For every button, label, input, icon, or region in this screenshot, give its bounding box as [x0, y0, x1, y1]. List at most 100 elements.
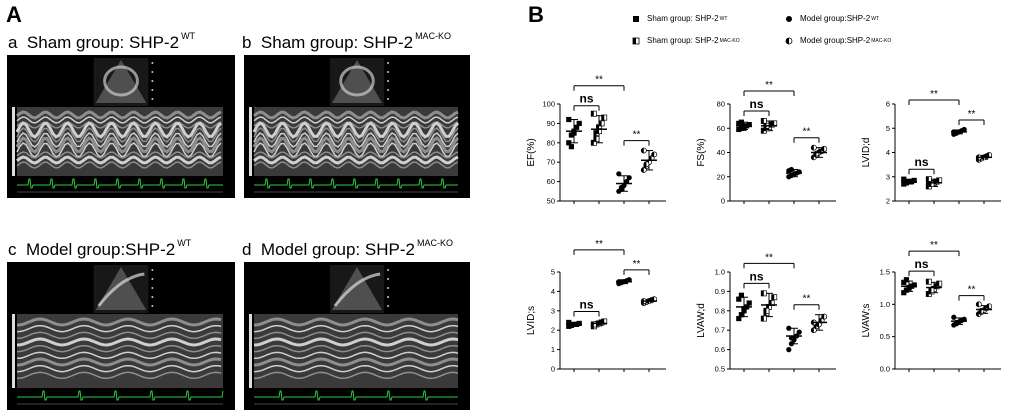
data-point-square: [738, 312, 744, 318]
significance-label: **: [765, 252, 773, 263]
data-point-circle: [788, 341, 794, 347]
subpanel-c-sup: WT: [177, 238, 192, 248]
tissue-band: [253, 317, 459, 327]
tissue-band: [16, 110, 222, 120]
data-point-half-circle-fill: [811, 327, 814, 333]
tissue-band: [16, 324, 222, 333]
data-point-half-square-fill: [771, 120, 775, 126]
tissue-band: [253, 351, 459, 360]
significance-label: **: [765, 80, 773, 91]
heart-cross-section: [103, 65, 139, 97]
y-tick-label: 0.5: [715, 365, 725, 374]
data-point-half-square-fill: [936, 177, 940, 183]
legend-item-sham-wt: Sham group: SHP-2 WT: [632, 14, 727, 23]
data-point-square: [738, 125, 744, 131]
legend-sup: MAC-KO: [719, 37, 740, 44]
y-tick-label: 5: [886, 124, 890, 133]
depth-marker: [151, 296, 154, 298]
depth-marker: [151, 287, 154, 289]
echo-svg-b: [249, 58, 460, 193]
y-axis-label: FS(%): [696, 138, 707, 166]
data-point-square: [576, 320, 582, 327]
y-tick-label: 0.0: [880, 365, 890, 374]
data-point-half-square: [936, 280, 943, 287]
data-point-square: [566, 116, 572, 123]
ecg-trace: [254, 178, 458, 189]
data-point-half-square: [928, 181, 935, 187]
legend-sup: WT: [719, 15, 728, 22]
subpanel-d-sup: MAC-KO: [416, 238, 453, 248]
chart-fs: 0 20 40 60 80 FS(%) ns ** **: [690, 60, 855, 210]
tissue-band: [253, 364, 459, 373]
ecg-trace: [17, 390, 224, 401]
data-point-square: [901, 176, 907, 182]
tissue-band: [253, 337, 459, 347]
subpanel-b-letter: b: [242, 33, 252, 52]
y-axis-label: LVAW;d: [696, 303, 707, 338]
heart-long-axis: [333, 272, 381, 307]
y-tick-label: 0.6: [715, 345, 725, 354]
y-axis-label: EF(%): [526, 138, 537, 166]
data-point-half-square-fill: [771, 294, 775, 300]
data-point-half-square-fill: [926, 279, 929, 285]
depth-marker: [151, 80, 154, 82]
y-tick-label: 0: [551, 365, 555, 374]
depth-marker: [387, 296, 390, 298]
y-tick-label: 1.5: [880, 268, 890, 277]
y-tick-label: 70: [547, 158, 555, 167]
depth-marker: [151, 71, 154, 73]
data-point-circle: [961, 126, 967, 133]
depth-marker: [151, 305, 154, 307]
depth-marker: [151, 98, 154, 100]
data-point-half-circle-fill: [821, 146, 825, 152]
data-point-square: [738, 292, 744, 298]
data-point-square: [736, 315, 742, 322]
gray-scale-bar: [249, 107, 252, 176]
chart-lvid-d-svg: 2 3 4 5 6 LVID;d ns ** **: [861, 89, 1001, 206]
tissue-band: [253, 116, 459, 124]
significance-label: **: [595, 75, 603, 86]
gray-scale-bar: [12, 314, 15, 388]
data-point-square: [571, 130, 577, 136]
data-point-half-square-fill: [766, 304, 769, 310]
chart-lvid-s: 0 1 2 3 4 5 LVID;s ns ** **: [520, 228, 690, 378]
data-point-half-square-fill: [593, 130, 597, 136]
data-point-half-square-fill: [596, 124, 599, 130]
subpanel-b-title: Sham group: SHP-2: [260, 33, 414, 52]
data-point-half-circle-fill: [643, 161, 647, 167]
data-point-square: [906, 285, 912, 291]
subpanel-a-title: Sham group: SHP-2: [26, 33, 180, 52]
data-point-half-square-fill: [761, 290, 764, 296]
data-point-half-circle-fill: [986, 152, 990, 158]
data-point-half-square-fill: [769, 122, 772, 128]
gray-scale-bar: [12, 107, 15, 176]
significance-label: **: [968, 109, 976, 120]
y-tick-label: 6: [886, 100, 890, 109]
significance-label: ns: [749, 97, 763, 111]
tissue-band: [253, 151, 459, 159]
data-point-half-square-fill: [926, 183, 929, 190]
legend-item-model-ko: Model group:SHP-2 MAC-KO: [785, 36, 891, 45]
data-point-square: [746, 122, 752, 128]
circle-marker-icon: [786, 15, 792, 22]
data-point-square: [566, 140, 572, 146]
data-point-half-square-fill: [934, 179, 937, 185]
ultrasound-sector: [95, 267, 147, 310]
tissue-band: [16, 142, 222, 158]
significance-label: **: [633, 259, 641, 270]
data-point-half-square-fill: [761, 315, 764, 322]
tissue-band: [15, 121, 223, 139]
y-axis-label: LVID;d: [861, 138, 872, 168]
tissue-band: [253, 132, 459, 148]
y-tick-label: 4: [551, 287, 555, 296]
subpanel-d-label: d Model group: SHP-2 MAC-KO: [242, 238, 453, 260]
subpanel-c-title: Model group:SHP-2: [25, 240, 176, 259]
data-point-half-circle-fill: [651, 151, 655, 158]
subpanel-b-label: b Sham group: SHP-2 MAC-KO: [242, 31, 451, 53]
data-point-half-square-fill: [601, 114, 605, 121]
data-point-half-square-fill: [761, 118, 764, 124]
tissue-band: [16, 161, 222, 169]
depth-marker: [387, 62, 390, 64]
y-tick-label: 2: [886, 197, 890, 206]
